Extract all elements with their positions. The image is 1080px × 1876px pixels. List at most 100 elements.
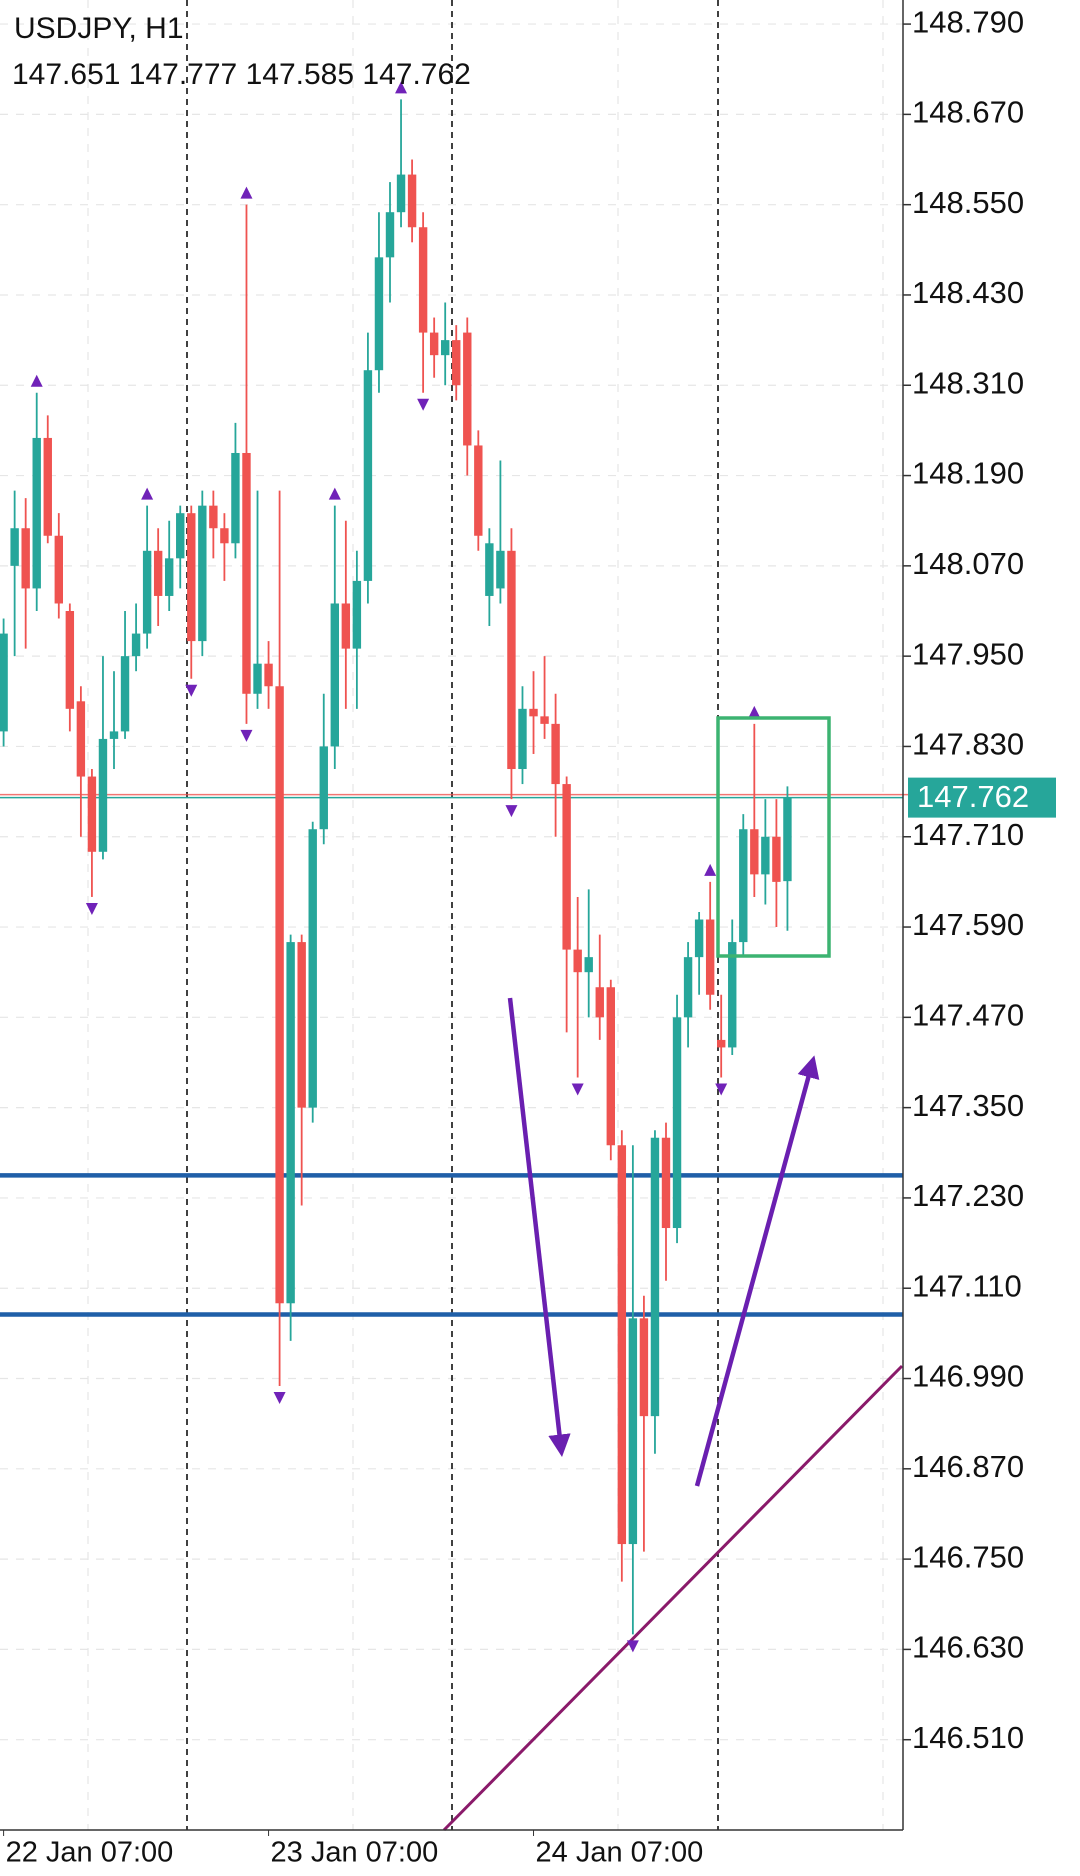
candle-body [650, 1137, 660, 1417]
candle-body [176, 513, 185, 559]
candle-body [231, 452, 240, 544]
fractal-up [30, 374, 43, 387]
fractal-down [626, 1640, 639, 1653]
candle-body [308, 829, 317, 1108]
y-tick-label: 147.830 [912, 727, 1024, 762]
separators [186, 0, 719, 1830]
candle-body [330, 603, 339, 747]
fractal-up [141, 487, 154, 500]
candle-body [363, 370, 373, 581]
candle-body [297, 942, 306, 1108]
candle-body [418, 227, 428, 333]
candle-body [485, 543, 494, 596]
fractal-up [748, 705, 761, 718]
candle-body [275, 686, 284, 1304]
candle-body [661, 1137, 671, 1229]
candle-body [87, 776, 97, 852]
current-price-box [908, 777, 1056, 818]
fractals [30, 81, 761, 1653]
candle-body [772, 836, 781, 882]
candle-body [672, 1017, 682, 1229]
candle-body [507, 550, 516, 770]
candle-body [562, 784, 571, 950]
y-tick-label: 147.350 [912, 1088, 1024, 1123]
candle-body [441, 340, 450, 356]
y-tick-label: 146.510 [912, 1720, 1024, 1755]
candle-body [474, 445, 483, 536]
candle-body [131, 633, 141, 657]
y-tick-label: 147.950 [912, 636, 1024, 671]
ohlc-readout: 147.651 147.777 147.585 147.762 [12, 58, 471, 91]
y-tick-label: 147.710 [912, 817, 1024, 852]
y-tick-label: 148.430 [912, 275, 1024, 310]
fractal-up [240, 186, 253, 199]
candle-body [109, 731, 119, 739]
candle-body [76, 701, 86, 777]
x-tick-label: 23 Jan 07:00 [271, 1837, 439, 1869]
candle-body [198, 505, 207, 642]
y-tick-label: 148.670 [912, 95, 1024, 130]
candle-body [683, 957, 693, 1018]
candle-body [595, 987, 604, 1018]
annotation-arrow [694, 1055, 820, 1487]
candle-body [529, 708, 538, 717]
candle-body [628, 1318, 638, 1545]
fractal-down [185, 684, 198, 697]
y-tick-label: 148.550 [912, 185, 1024, 220]
fractal-up [704, 863, 717, 876]
ohlc-open: 147.651 [12, 58, 120, 91]
candle-body [187, 513, 196, 642]
y-tick-label: 148.310 [912, 365, 1024, 400]
axis: 148.790 148.670 148.550 148.430 148.310 148.1… [3, 4, 1056, 1869]
ohlc-low: 147.585 [246, 58, 354, 91]
candle-body [220, 528, 229, 544]
candles [0, 99, 792, 1635]
candle-body [463, 332, 472, 446]
candle-body [54, 535, 63, 604]
candle-body [452, 340, 461, 386]
candle-body [639, 1318, 649, 1417]
candle-body [319, 746, 328, 830]
candle-body [0, 633, 8, 732]
candle-body [750, 829, 759, 875]
fractal-down [273, 1392, 286, 1405]
candle-body [551, 723, 560, 785]
candle-body [209, 505, 218, 529]
candle-body [407, 174, 417, 228]
trend-line [442, 1364, 904, 1832]
candle-body [694, 919, 704, 958]
candle-body [165, 558, 174, 596]
candle-body [540, 716, 549, 724]
y-tick-label: 146.750 [912, 1539, 1024, 1574]
ohlc-high: 147.777 [129, 58, 237, 91]
candle-body [65, 611, 75, 709]
y-tick-label: 146.630 [912, 1630, 1024, 1665]
fractal-down [715, 1083, 728, 1096]
candle-body [253, 663, 262, 694]
candle-body [32, 437, 41, 589]
candle-body [761, 836, 770, 875]
y-tick-label: 148.190 [912, 456, 1024, 491]
fractal-up [328, 487, 341, 500]
levels [0, 793, 1056, 1317]
candle-body [341, 603, 351, 649]
fractal-down [417, 398, 430, 411]
candle-body [264, 663, 273, 687]
fractal-down [505, 805, 518, 818]
candle-body [142, 550, 152, 634]
candle-body [10, 528, 19, 566]
y-tick-label: 148.070 [912, 546, 1024, 581]
candle-body [573, 949, 582, 973]
candle-body [286, 942, 295, 1304]
candle-body [617, 1145, 627, 1545]
candle-body [717, 1039, 726, 1048]
y-tick-label: 146.870 [912, 1449, 1024, 1484]
fractal-up [395, 81, 408, 94]
y-tick-label: 147.470 [912, 998, 1024, 1033]
candle-body [518, 708, 527, 770]
candle-body [21, 528, 30, 589]
y-tick-label: 147.590 [912, 907, 1024, 942]
chart-title: USDJPY, H1 [14, 12, 184, 45]
candle-body [783, 797, 792, 882]
